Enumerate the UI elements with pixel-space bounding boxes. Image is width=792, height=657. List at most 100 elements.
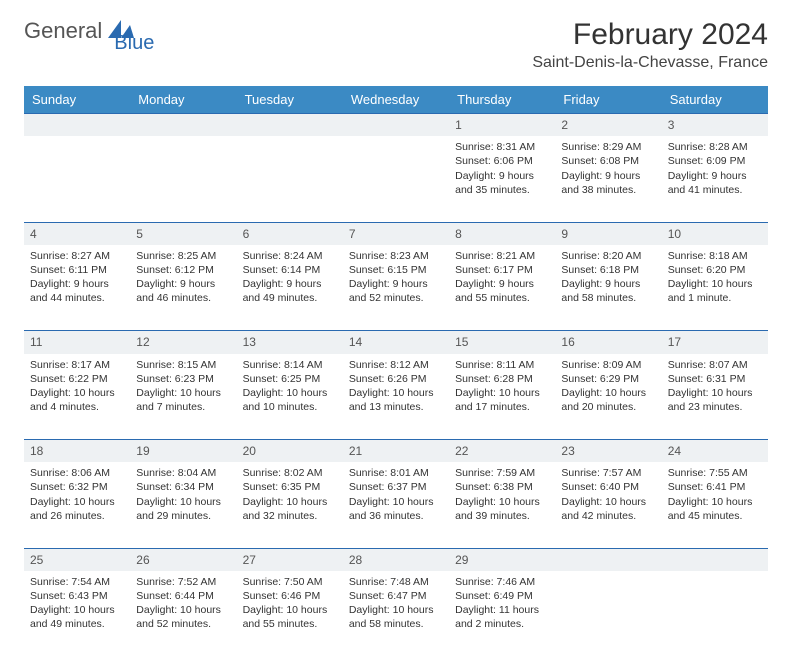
- calendar-daynum-cell: 13: [237, 331, 343, 354]
- calendar-cell-line: Sunset: 6:18 PM: [561, 263, 655, 277]
- calendar-cell-line: Sunrise: 8:17 AM: [30, 358, 124, 372]
- calendar-detail-cell: Sunrise: 8:04 AMSunset: 6:34 PMDaylight:…: [130, 462, 236, 548]
- calendar-detail-cell: Sunrise: 8:23 AMSunset: 6:15 PMDaylight:…: [343, 245, 449, 331]
- calendar-cell-line: Daylight: 9 hours and 41 minutes.: [668, 169, 762, 197]
- calendar-detail-cell: Sunrise: 7:59 AMSunset: 6:38 PMDaylight:…: [449, 462, 555, 548]
- calendar-daynum-row: 45678910: [24, 222, 768, 245]
- calendar-detail-row: Sunrise: 8:31 AMSunset: 6:06 PM Daylight:…: [24, 136, 768, 222]
- calendar-detail-cell: Sunrise: 7:54 AMSunset: 6:43 PMDaylight:…: [24, 571, 130, 657]
- calendar-daynum-cell: 1: [449, 114, 555, 137]
- calendar-cell-line: Sunset: 6:31 PM: [668, 372, 762, 386]
- calendar-cell-line: Daylight: 10 hours and 29 minutes.: [136, 495, 230, 523]
- calendar-cell-line: Sunset: 6:49 PM: [455, 589, 549, 603]
- calendar-daynum-cell: 26: [130, 548, 236, 571]
- calendar-daynum-cell: [237, 114, 343, 137]
- calendar-cell-line: Sunrise: 8:31 AM: [455, 140, 549, 154]
- calendar-cell-line: Sunset: 6:22 PM: [30, 372, 124, 386]
- calendar-daynum-cell: [662, 548, 768, 571]
- calendar-cell-line: Sunset: 6:06 PM: [455, 154, 549, 168]
- calendar-cell-line: Daylight: 10 hours and 26 minutes.: [30, 495, 124, 523]
- calendar-cell-line: Sunset: 6:43 PM: [30, 589, 124, 603]
- calendar-cell-line: Daylight: 10 hours and 20 minutes.: [561, 386, 655, 414]
- location-label: Saint-Denis-la-Chevasse, France: [532, 54, 768, 72]
- calendar-daynum-cell: 16: [555, 331, 661, 354]
- calendar-cell-line: Sunrise: 7:50 AM: [243, 575, 337, 589]
- calendar-detail-cell: Sunrise: 8:18 AMSunset: 6:20 PMDaylight:…: [662, 245, 768, 331]
- calendar-daynum-cell: 21: [343, 440, 449, 463]
- logo-text-blue: Blue: [114, 32, 154, 55]
- calendar-detail-cell: Sunrise: 7:50 AMSunset: 6:46 PMDaylight:…: [237, 571, 343, 657]
- calendar-daynum-cell: 19: [130, 440, 236, 463]
- calendar-daynum-cell: 6: [237, 222, 343, 245]
- calendar-detail-cell: [662, 571, 768, 657]
- calendar-cell-line: Sunset: 6:12 PM: [136, 263, 230, 277]
- calendar-header-row: SundayMondayTuesdayWednesdayThursdayFrid…: [24, 86, 768, 114]
- calendar-cell-line: Sunrise: 8:23 AM: [349, 249, 443, 263]
- calendar-daynum-cell: 23: [555, 440, 661, 463]
- calendar-detail-cell: Sunrise: 8:11 AMSunset: 6:28 PMDaylight:…: [449, 354, 555, 440]
- calendar-detail-cell: [237, 136, 343, 222]
- calendar-cell-line: Sunrise: 8:02 AM: [243, 466, 337, 480]
- calendar-cell-line: Sunset: 6:41 PM: [668, 480, 762, 494]
- calendar-cell-line: Daylight: 9 hours and 44 minutes.: [30, 277, 124, 305]
- calendar-cell-line: Daylight: 10 hours and 13 minutes.: [349, 386, 443, 414]
- calendar-detail-cell: Sunrise: 8:29 AMSunset: 6:08 PMDaylight:…: [555, 136, 661, 222]
- calendar-cell-line: Sunrise: 7:59 AM: [455, 466, 549, 480]
- calendar-cell-line: Sunrise: 8:27 AM: [30, 249, 124, 263]
- calendar-cell-line: Daylight: 9 hours and 38 minutes.: [561, 169, 655, 197]
- calendar-cell-line: Sunrise: 8:24 AM: [243, 249, 337, 263]
- calendar-daynum-row: 18192021222324: [24, 440, 768, 463]
- calendar-daynum-row: 11121314151617: [24, 331, 768, 354]
- calendar-cell-line: Daylight: 10 hours and 49 minutes.: [30, 603, 124, 631]
- title-block: February 2024 Saint-Denis-la-Chevasse, F…: [532, 18, 768, 72]
- calendar-cell-line: Daylight: 10 hours and 10 minutes.: [243, 386, 337, 414]
- calendar-detail-cell: Sunrise: 8:28 AMSunset: 6:09 PMDaylight:…: [662, 136, 768, 222]
- calendar-detail-cell: [343, 136, 449, 222]
- calendar-cell-line: Sunrise: 8:07 AM: [668, 358, 762, 372]
- calendar-cell-line: Sunset: 6:26 PM: [349, 372, 443, 386]
- calendar-cell-line: Sunrise: 8:25 AM: [136, 249, 230, 263]
- calendar-cell-line: Sunrise: 7:46 AM: [455, 575, 549, 589]
- calendar-detail-cell: Sunrise: 8:17 AMSunset: 6:22 PMDaylight:…: [24, 354, 130, 440]
- page-header: General Blue February 2024 Saint-Denis-l…: [24, 18, 768, 72]
- calendar-detail-row: Sunrise: 8:17 AMSunset: 6:22 PMDaylight:…: [24, 354, 768, 440]
- calendar-daynum-cell: 25: [24, 548, 130, 571]
- calendar-daynum-cell: 17: [662, 331, 768, 354]
- calendar-detail-cell: Sunrise: 8:07 AMSunset: 6:31 PMDaylight:…: [662, 354, 768, 440]
- calendar-detail-row: Sunrise: 8:06 AMSunset: 6:32 PMDaylight:…: [24, 462, 768, 548]
- calendar-detail-cell: [555, 571, 661, 657]
- calendar-detail-cell: Sunrise: 8:20 AMSunset: 6:18 PMDaylight:…: [555, 245, 661, 331]
- calendar-cell-line: Sunrise: 7:55 AM: [668, 466, 762, 480]
- calendar-detail-cell: Sunrise: 8:15 AMSunset: 6:23 PMDaylight:…: [130, 354, 236, 440]
- calendar-detail-cell: Sunrise: 8:27 AMSunset: 6:11 PMDaylight:…: [24, 245, 130, 331]
- calendar-header-cell: Thursday: [449, 86, 555, 114]
- calendar-daynum-cell: 15: [449, 331, 555, 354]
- calendar-cell-line: Daylight: 10 hours and 7 minutes.: [136, 386, 230, 414]
- calendar-cell-line: Daylight: 10 hours and 36 minutes.: [349, 495, 443, 523]
- month-title: February 2024: [532, 18, 768, 52]
- calendar-cell-line: Sunrise: 8:21 AM: [455, 249, 549, 263]
- calendar-cell-line: Daylight: 10 hours and 4 minutes.: [30, 386, 124, 414]
- calendar-daynum-cell: 11: [24, 331, 130, 354]
- calendar-daynum-cell: 4: [24, 222, 130, 245]
- calendar-daynum-cell: [130, 114, 236, 137]
- calendar-cell-line: Sunset: 6:35 PM: [243, 480, 337, 494]
- calendar-detail-cell: Sunrise: 7:55 AMSunset: 6:41 PMDaylight:…: [662, 462, 768, 548]
- calendar-cell-line: Sunrise: 8:15 AM: [136, 358, 230, 372]
- calendar-daynum-cell: 22: [449, 440, 555, 463]
- calendar-cell-line: Daylight: 9 hours and 49 minutes.: [243, 277, 337, 305]
- calendar-cell-line: Sunset: 6:23 PM: [136, 372, 230, 386]
- calendar-daynum-cell: 29: [449, 548, 555, 571]
- calendar-cell-line: Sunset: 6:38 PM: [455, 480, 549, 494]
- calendar-cell-line: Sunrise: 8:18 AM: [668, 249, 762, 263]
- calendar-detail-cell: Sunrise: 8:01 AMSunset: 6:37 PMDaylight:…: [343, 462, 449, 548]
- calendar-daynum-cell: 20: [237, 440, 343, 463]
- calendar-cell-line: Sunset: 6:14 PM: [243, 263, 337, 277]
- calendar-cell-line: Sunrise: 8:01 AM: [349, 466, 443, 480]
- calendar-cell-line: Sunrise: 8:04 AM: [136, 466, 230, 480]
- calendar-cell-line: Daylight: 10 hours and 39 minutes.: [455, 495, 549, 523]
- calendar-daynum-cell: 24: [662, 440, 768, 463]
- calendar-cell-line: Sunset: 6:32 PM: [30, 480, 124, 494]
- logo: General Blue: [24, 18, 176, 44]
- calendar-cell-line: Sunset: 6:47 PM: [349, 589, 443, 603]
